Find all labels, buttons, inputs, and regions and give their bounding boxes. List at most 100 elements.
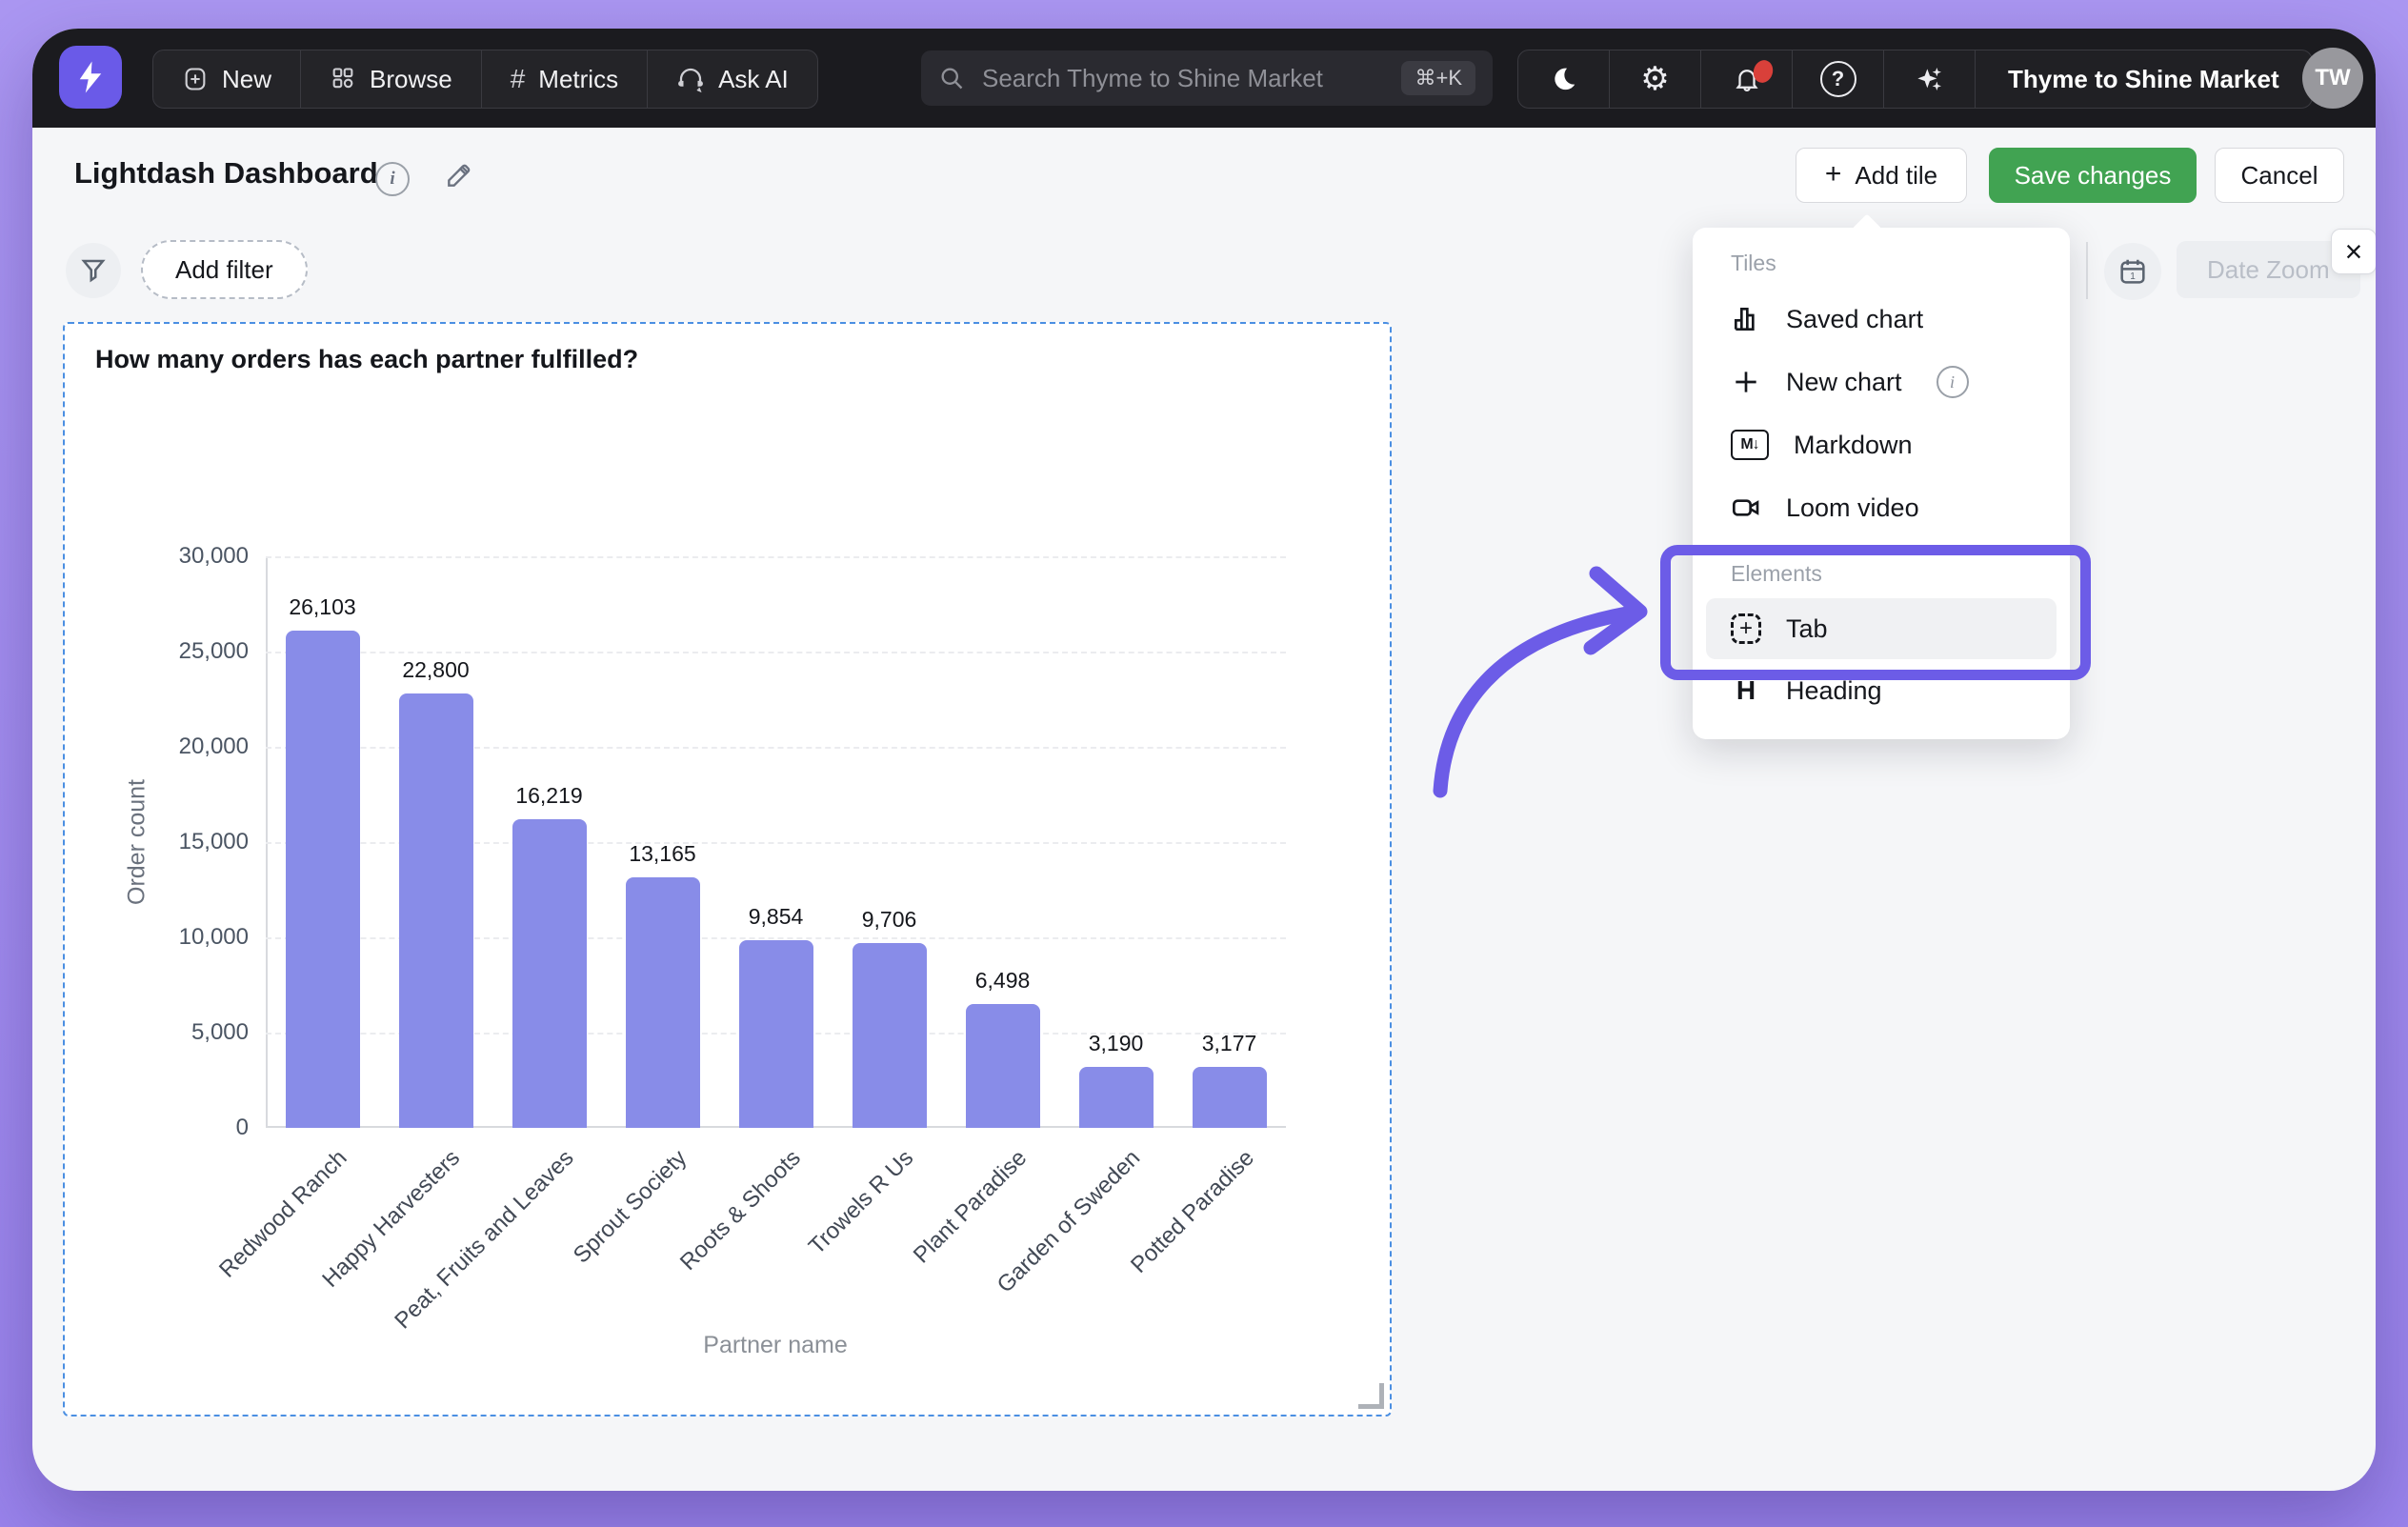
add-filter-label: Add filter xyxy=(175,254,273,284)
plus-square-icon xyxy=(185,68,206,90)
dark-mode-button[interactable] xyxy=(1518,50,1609,108)
search-input[interactable] xyxy=(980,62,1387,94)
add-tile-menu: Tiles Saved chart New chart i M↓ Markdow… xyxy=(1693,213,2070,739)
plus-icon: + xyxy=(1824,157,1842,190)
main-nav: New Browse # Metrics Ask xyxy=(152,50,818,109)
cancel-label: Cancel xyxy=(2240,160,2318,190)
bar-value-label: 16,219 xyxy=(515,782,583,808)
x-axis-tick-text: Roots & Shoots xyxy=(674,1145,806,1276)
menu-item-label: Tab xyxy=(1786,613,1828,643)
tile-resize-handle[interactable] xyxy=(1358,1383,1384,1409)
add-tile-label: Add tile xyxy=(1855,160,1938,190)
y-axis-tick-label: 20,000 xyxy=(178,733,249,759)
bar-value-label: 26,103 xyxy=(289,593,356,619)
menu-item-label: Loom video xyxy=(1786,492,1919,522)
funnel-icon xyxy=(81,259,106,283)
x-axis-title: Partner name xyxy=(703,1332,848,1358)
bar[interactable] xyxy=(1192,1067,1267,1128)
nav-metrics-button[interactable]: # Metrics xyxy=(480,50,647,108)
bar[interactable] xyxy=(738,939,813,1128)
gridline xyxy=(266,556,1286,558)
search-icon xyxy=(941,68,963,90)
bar-value-label: 3,177 xyxy=(1201,1031,1257,1056)
close-menu-button[interactable]: × xyxy=(2331,229,2376,274)
bar[interactable] xyxy=(965,1004,1040,1128)
menu-item-heading[interactable]: H Heading xyxy=(1693,659,2070,722)
nav-new-button[interactable]: New xyxy=(153,50,300,108)
video-camera-icon xyxy=(1733,499,1759,516)
save-changes-button[interactable]: Save changes xyxy=(1989,148,2197,203)
gear-icon: ⚙ xyxy=(1640,61,1670,97)
chart-tile[interactable]: How many orders has each partner fulfill… xyxy=(63,322,1392,1416)
plus-icon xyxy=(1736,372,1756,392)
x-axis-tick-text: Potted Paradise xyxy=(1125,1145,1259,1278)
menu-item-loom-video[interactable]: Loom video xyxy=(1693,476,2070,539)
menu-item-label: Heading xyxy=(1786,675,1882,705)
tab-icon: + xyxy=(1731,613,1761,644)
chart-title: How many orders has each partner fulfill… xyxy=(95,345,639,373)
headset-icon xyxy=(678,68,704,93)
bar[interactable] xyxy=(625,876,700,1128)
save-changes-label: Save changes xyxy=(2014,160,2172,190)
menu-item-label: Markdown xyxy=(1794,430,1913,459)
bar-value-label: 22,800 xyxy=(402,657,470,682)
user-avatar[interactable]: TW xyxy=(2302,48,2363,109)
ai-assistant-button[interactable] xyxy=(1883,50,1975,108)
gridline xyxy=(266,652,1286,653)
menu-section-elements: Elements xyxy=(1731,561,1822,586)
avatar-initials: TW xyxy=(2315,65,2351,90)
bar[interactable] xyxy=(285,630,360,1128)
x-axis-tick-text: Plant Paradise xyxy=(909,1145,1033,1269)
date-zoom-calendar-button[interactable]: 1 xyxy=(2104,243,2161,300)
y-axis-tick-label: 10,000 xyxy=(178,924,249,950)
heading-icon: H xyxy=(1736,675,1756,705)
dashboard-info-icon[interactable]: i xyxy=(375,162,410,196)
y-axis-tick-label: 30,000 xyxy=(178,543,249,569)
y-axis-tick-label: 25,000 xyxy=(178,638,249,664)
x-axis-tick-text: Trowels R Us xyxy=(804,1145,919,1260)
bar[interactable] xyxy=(852,942,927,1128)
bar[interactable] xyxy=(398,693,473,1128)
global-search[interactable]: ⌘+K xyxy=(921,50,1493,106)
pencil-icon xyxy=(448,164,471,187)
settings-button[interactable]: ⚙ xyxy=(1609,50,1700,108)
bar-value-label: 9,854 xyxy=(748,903,804,929)
lightning-bolt-icon xyxy=(79,61,102,93)
search-shortcut-badge: ⌘+K xyxy=(1401,61,1475,95)
menu-item-markdown[interactable]: M↓ Markdown xyxy=(1693,413,2070,476)
bar[interactable] xyxy=(1078,1067,1154,1128)
notifications-button[interactable] xyxy=(1700,50,1792,108)
info-icon: i xyxy=(1936,366,1969,398)
cancel-button[interactable]: Cancel xyxy=(2215,148,2344,203)
bar-value-label: 13,165 xyxy=(629,840,696,866)
edit-dashboard-button[interactable] xyxy=(444,160,474,195)
nav-ask-ai-button[interactable]: Ask AI xyxy=(647,50,817,108)
nav-browse-button[interactable]: Browse xyxy=(300,50,481,108)
y-axis-tick-label: 15,000 xyxy=(178,829,249,854)
lightdash-logo[interactable] xyxy=(59,46,122,109)
toolbar-divider xyxy=(2086,242,2088,299)
date-zoom-button[interactable]: Date Zoom xyxy=(2177,241,2360,298)
add-tile-button[interactable]: + Add tile xyxy=(1796,148,1967,203)
y-axis-tick-label: 0 xyxy=(235,1115,249,1140)
menu-section-tiles: Tiles xyxy=(1731,251,1776,275)
close-icon: × xyxy=(2344,233,2363,269)
y-axis-tick-label: 5,000 xyxy=(191,1019,249,1045)
nav-new-label: New xyxy=(222,64,272,93)
add-filter-button[interactable]: Add filter xyxy=(141,240,308,299)
help-button[interactable]: ? xyxy=(1792,50,1883,108)
menu-item-saved-chart[interactable]: Saved chart xyxy=(1693,288,2070,351)
filter-button[interactable] xyxy=(66,243,121,298)
top-navbar: New Browse # Metrics Ask xyxy=(32,29,2376,128)
calendar-icon: 1 xyxy=(2120,259,2145,284)
org-name: Thyme to Shine Market xyxy=(2008,64,2279,93)
bar[interactable] xyxy=(512,818,587,1128)
bell-icon xyxy=(1735,70,1758,91)
grid-icon xyxy=(332,68,353,89)
menu-item-new-chart[interactable]: New chart i xyxy=(1693,351,2070,413)
nav-ask-ai-label: Ask AI xyxy=(718,64,789,93)
moon-icon xyxy=(1554,68,1575,90)
markdown-icon: M↓ xyxy=(1731,430,1769,460)
menu-item-tab[interactable]: + Tab xyxy=(1706,598,2057,659)
org-switcher-button[interactable]: Thyme to Shine Market xyxy=(1975,50,2312,108)
